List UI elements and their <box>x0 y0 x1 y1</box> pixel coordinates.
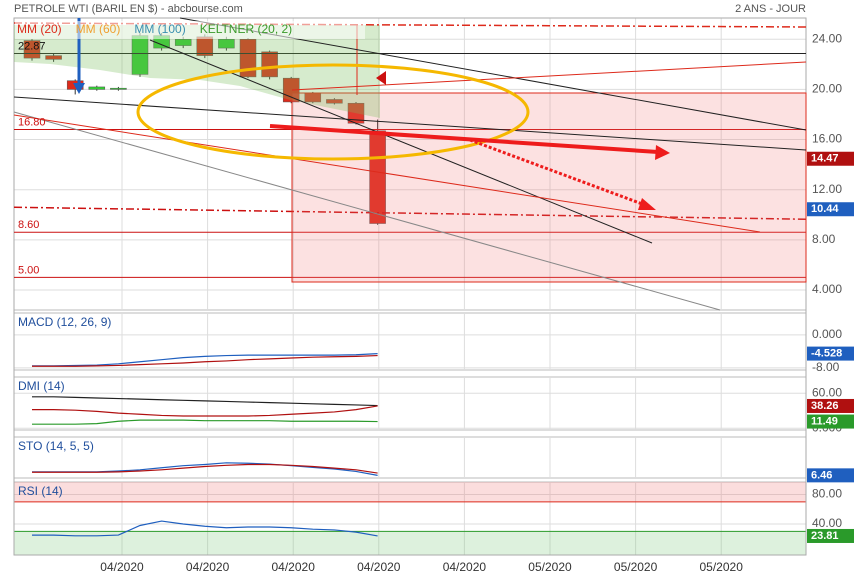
trend-line <box>13 96 807 151</box>
trend-line <box>13 114 761 233</box>
y-tick-label: 12.00 <box>812 182 842 196</box>
value-tag-label: 23.81 <box>811 530 839 542</box>
legend-entry: MM (20) <box>17 22 62 36</box>
value-tag-label: -4.528 <box>811 348 842 360</box>
level-label: 5.00 <box>18 264 39 276</box>
indicator-line <box>32 354 378 367</box>
value-tag <box>807 398 854 413</box>
value-tag-label: 6.46 <box>811 469 832 481</box>
keltner-band <box>14 25 380 118</box>
panel-frame <box>13 376 807 431</box>
y-tick-label: 4.000 <box>812 282 842 296</box>
level-line <box>13 206 807 220</box>
panel-frame <box>13 312 807 371</box>
trend-line <box>13 111 721 311</box>
arrow-head <box>73 83 85 94</box>
legend-entry: MM (60) <box>76 22 121 36</box>
arrow <box>469 138 646 207</box>
chart-title: PETROLE WTI (BARIL EN $) - abcbourse.com <box>14 3 243 15</box>
candle-body <box>239 39 257 78</box>
y-tick-label: 40.00 <box>812 516 842 530</box>
value-tag <box>807 528 854 543</box>
legend-background <box>15 21 365 39</box>
indicator-line <box>32 463 378 474</box>
x-tick-label: 05/2020 <box>614 560 658 574</box>
legend-entry: MM (100) <box>134 22 185 36</box>
marker <box>376 71 386 85</box>
candle-body <box>261 51 278 78</box>
overbought-zone <box>14 482 806 502</box>
value-tag <box>807 202 854 217</box>
arrow <box>269 124 659 154</box>
annotations <box>13 17 807 311</box>
y-tick-label: 16.00 <box>812 132 842 146</box>
panel-title: MACD (12, 26, 9) <box>18 315 111 329</box>
x-tick-label: 05/2020 <box>700 560 744 574</box>
chart-frame <box>13 17 807 556</box>
candle-body <box>110 87 127 90</box>
trend-line <box>149 39 653 244</box>
value-tag <box>807 414 854 429</box>
x-tick-label: 04/2020 <box>100 560 144 574</box>
level-label: 8.60 <box>18 219 39 231</box>
panel-title: DMI (14) <box>18 379 65 393</box>
last-price-label: 22.87 <box>18 40 46 52</box>
candle-body <box>174 39 192 46</box>
value-tag-label: 14.47 <box>811 153 839 165</box>
x-tick-label: 05/2020 <box>528 560 572 574</box>
value-tag-label: 11.49 <box>811 415 838 427</box>
oversold-zone <box>14 531 806 555</box>
target-zone <box>291 92 807 283</box>
arrow-head <box>638 198 656 210</box>
indicator-line <box>32 352 378 367</box>
panel-title: STO (14, 5, 5) <box>18 439 94 453</box>
candle-body <box>369 130 386 224</box>
candle-body <box>45 55 62 60</box>
y-tick-label: -8.00 <box>812 360 840 374</box>
x-tick-label: 04/2020 <box>186 560 230 574</box>
value-tag-label: 38.26 <box>811 400 839 412</box>
y-tick-label: 20.00 <box>812 82 842 96</box>
indicator-line <box>32 405 378 417</box>
value-tag <box>807 151 854 166</box>
x-tick-label: 04/2020 <box>443 560 487 574</box>
legend-entry: KELTNER (20, 2) <box>200 22 292 36</box>
indicator-line <box>32 462 378 476</box>
y-tick-label: 0.000 <box>812 327 842 341</box>
candle-body <box>88 86 106 90</box>
value-tag-label: 10.44 <box>811 203 839 215</box>
y-tick-label: 24.00 <box>812 31 842 45</box>
indicator-line <box>32 396 378 407</box>
panel-title: RSI (14) <box>18 484 63 498</box>
arrow-head <box>655 145 670 160</box>
period: 2 ANS - JOUR <box>735 3 806 15</box>
x-tick-label: 04/2020 <box>357 560 401 574</box>
x-tick-label: 04/2020 <box>272 560 316 574</box>
value-tag <box>807 346 854 361</box>
highlight-ellipse <box>136 63 530 161</box>
y-tick-label: 80.00 <box>812 487 842 501</box>
candle-body <box>326 99 343 104</box>
y-tick-label: 60.00 <box>812 385 842 399</box>
value-tag <box>807 468 854 483</box>
level-label: 16.80 <box>18 116 46 128</box>
y-tick-label: 8.00 <box>812 232 836 246</box>
trend-line <box>291 61 807 91</box>
candle-body <box>218 39 235 49</box>
indicator-line <box>32 419 378 425</box>
indicator-line <box>32 520 378 537</box>
